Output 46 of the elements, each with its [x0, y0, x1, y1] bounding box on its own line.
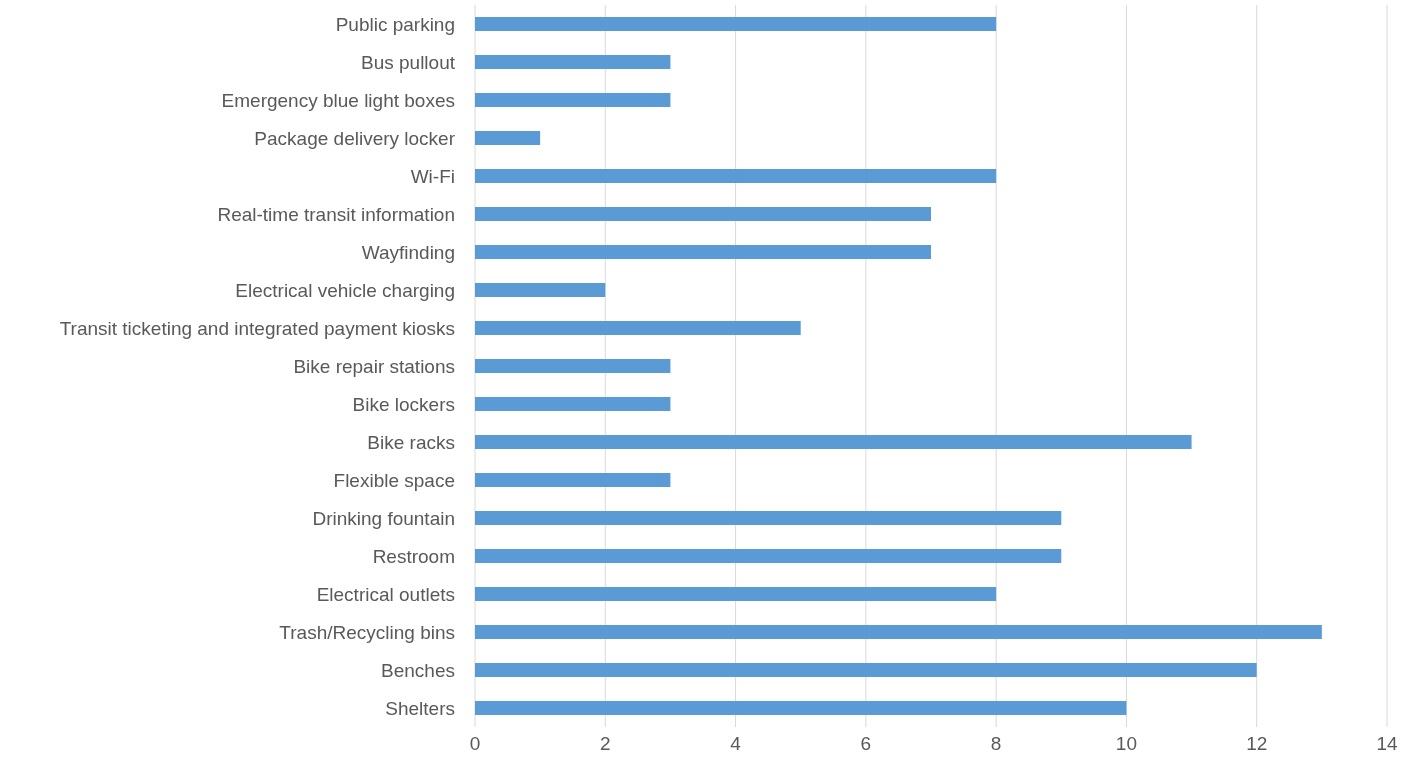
- y-tick-label: Flexible space: [333, 469, 455, 491]
- bar: [475, 549, 1062, 563]
- y-tick-label: Emergency blue light boxes: [221, 89, 455, 111]
- bar: [475, 625, 1322, 639]
- y-tick-label: Shelters: [385, 697, 455, 719]
- y-tick-label: Bike lockers: [352, 393, 455, 415]
- x-tick-label: 14: [1376, 733, 1398, 755]
- y-tick-label: Trash/Recycling bins: [279, 621, 455, 643]
- y-tick-label: Package delivery locker: [254, 127, 456, 149]
- bar: [475, 321, 801, 335]
- x-tick-label: 6: [860, 733, 872, 755]
- x-tick-label: 0: [469, 733, 481, 755]
- x-tick-label: 10: [1115, 733, 1137, 755]
- y-tick-label: Bike repair stations: [293, 355, 455, 377]
- bar: [475, 131, 541, 145]
- y-tick-label: Electrical outlets: [316, 583, 455, 605]
- y-tick-label: Bus pullout: [360, 51, 456, 73]
- y-tick-label: Wayfinding: [361, 241, 455, 263]
- x-tick-label: 2: [600, 733, 611, 755]
- bar: [475, 207, 931, 221]
- bar: [475, 93, 671, 107]
- y-tick-label: Wi-Fi: [410, 165, 455, 187]
- bar: [475, 359, 671, 373]
- bar: [475, 55, 671, 69]
- x-tick-label: 12: [1246, 733, 1268, 755]
- y-tick-label: Restroom: [372, 545, 455, 567]
- bar: [475, 587, 997, 601]
- x-tick-label: 8: [990, 733, 1002, 755]
- y-tick-label: Public parking: [335, 13, 455, 35]
- y-tick-label: Transit ticketing and integrated payment kiosks: [59, 317, 455, 339]
- bar: [475, 169, 997, 183]
- x-tick-label: 4: [730, 733, 742, 755]
- y-tick-label: Bike racks: [367, 431, 455, 453]
- bar: [475, 245, 931, 259]
- y-tick-label: Electrical vehicle charging: [235, 279, 455, 301]
- bar: [475, 17, 997, 31]
- bar: [475, 435, 1192, 449]
- y-tick-label: Real-time transit information: [217, 203, 455, 225]
- bar: [475, 473, 671, 487]
- y-tick-label: Drinking fountain: [312, 507, 455, 529]
- bar: [475, 511, 1062, 525]
- bar: [475, 701, 1127, 715]
- bar: [475, 283, 606, 297]
- bar: [475, 397, 671, 411]
- bar: [475, 663, 1257, 677]
- y-tick-label: Benches: [381, 659, 455, 681]
